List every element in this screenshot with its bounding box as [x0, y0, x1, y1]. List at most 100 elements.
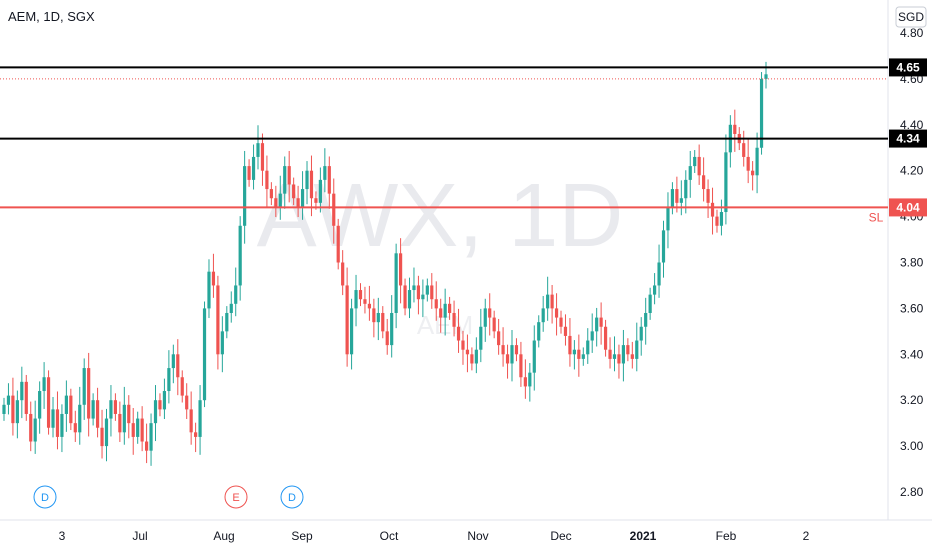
- candle: [448, 303, 452, 313]
- candle: [167, 368, 171, 392]
- candle: [661, 230, 666, 263]
- candle: [532, 340, 536, 373]
- candle: [260, 143, 265, 171]
- currency-box[interactable]: [895, 6, 927, 28]
- level-price-text: 4.65: [896, 60, 920, 74]
- candle: [492, 317, 496, 332]
- candle: [528, 372, 532, 387]
- y-tick-label: 3.00: [900, 439, 924, 453]
- candle: [537, 322, 541, 341]
- candle: [144, 441, 149, 451]
- candle: [153, 400, 158, 424]
- candle: [292, 184, 296, 199]
- candle: [479, 326, 483, 350]
- candle: [398, 253, 403, 286]
- candle: [639, 326, 643, 341]
- y-tick-label: 3.20: [900, 393, 924, 407]
- candle: [586, 340, 590, 355]
- x-tick-label: Aug: [213, 529, 234, 543]
- price-axis[interactable]: 4.804.604.404.204.003.803.603.403.203.00…: [900, 26, 924, 499]
- candle: [358, 290, 363, 300]
- candle: [577, 349, 581, 359]
- candle: [710, 202, 715, 217]
- candle: [127, 404, 131, 424]
- candle: [501, 345, 505, 355]
- candle: [318, 179, 322, 203]
- event-letter: E: [232, 492, 239, 504]
- candle: [100, 427, 104, 447]
- event-marker[interactable]: [224, 485, 248, 509]
- candle: [416, 285, 421, 300]
- candle: [185, 395, 189, 410]
- candle: [599, 317, 603, 327]
- candle: [456, 326, 461, 341]
- candle: [657, 262, 661, 286]
- candle: [612, 354, 617, 359]
- chart-watermark: AWX, 1D: [257, 166, 624, 266]
- currency-label: SGD: [898, 10, 924, 24]
- candle: [314, 198, 318, 203]
- candle: [33, 418, 37, 442]
- event-marker[interactable]: [280, 485, 304, 509]
- candle: [675, 189, 679, 203]
- candle: [648, 294, 652, 313]
- candle: [113, 400, 118, 414]
- candle: [421, 294, 425, 300]
- candle: [42, 377, 46, 392]
- candle: [251, 156, 256, 180]
- candle: [341, 262, 345, 286]
- levels-layer: SL: [0, 66, 888, 224]
- candle: [109, 400, 113, 419]
- candle: [514, 345, 519, 355]
- candle: [55, 409, 60, 437]
- event-marker[interactable]: [33, 485, 57, 509]
- candle: [363, 299, 367, 304]
- candles-layer: [2, 61, 768, 466]
- candle: [69, 395, 73, 424]
- candle: [470, 354, 474, 364]
- candle: [554, 308, 559, 318]
- candle: [439, 308, 443, 318]
- candle: [385, 331, 389, 346]
- candle: [733, 124, 737, 134]
- candle: [483, 308, 487, 327]
- time-axis[interactable]: 3 Jul Aug Sep Oct Nov Dec 2021 Feb 2: [59, 529, 810, 543]
- candle: [189, 409, 193, 433]
- candle: [407, 290, 412, 309]
- symbol-title: AEM, 1D, SGX: [8, 9, 95, 24]
- level-labels: 4.65 4.34 4.04: [889, 58, 927, 217]
- candle: [715, 216, 719, 226]
- x-tick-label: Jul: [132, 529, 147, 543]
- candle: [6, 395, 11, 405]
- candle: [572, 349, 576, 355]
- x-tick-label: 2021: [630, 529, 657, 543]
- level-price-tag: [889, 129, 927, 148]
- candle: [354, 290, 358, 309]
- candle: [688, 166, 692, 180]
- candle: [390, 312, 394, 346]
- candle: [706, 189, 710, 203]
- candle: [136, 418, 140, 437]
- candle: [247, 166, 251, 180]
- candle: [666, 207, 670, 231]
- candle: [621, 345, 626, 364]
- candle: [644, 312, 648, 327]
- candle: [590, 331, 594, 341]
- candle: [91, 400, 95, 419]
- candle: [198, 400, 202, 437]
- candle: [519, 354, 523, 378]
- candle: [581, 354, 585, 359]
- candle: [24, 381, 28, 414]
- candle: [697, 156, 701, 176]
- candle: [29, 413, 33, 442]
- candle: [46, 377, 51, 428]
- candle: [603, 326, 608, 350]
- candle: [505, 354, 510, 364]
- candle: [225, 312, 229, 332]
- candle: [287, 166, 291, 185]
- candle: [202, 308, 207, 401]
- candle: [220, 331, 224, 355]
- candle: [755, 147, 759, 176]
